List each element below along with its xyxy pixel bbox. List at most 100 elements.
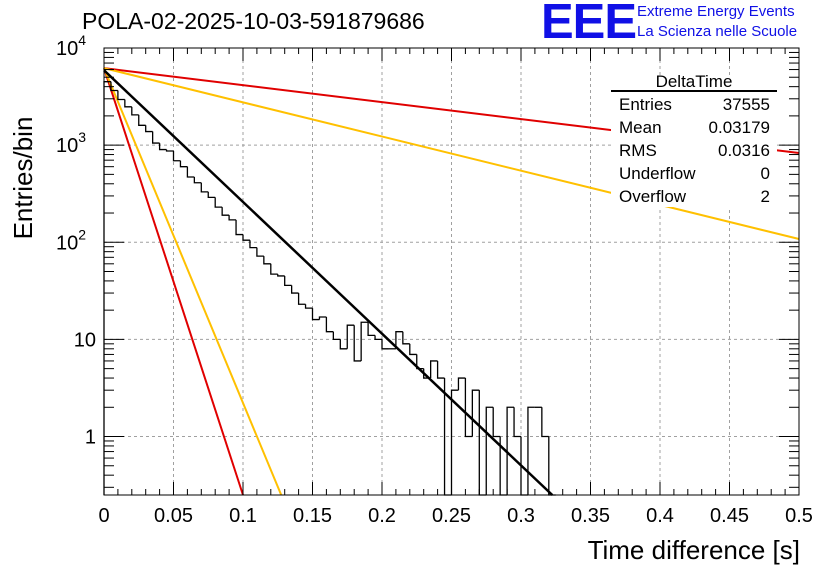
histogram-bin bbox=[485, 406, 494, 495]
x-tick-label: 0.15 bbox=[293, 505, 332, 527]
y-tick-label: 103 bbox=[56, 129, 86, 157]
histogram-bin bbox=[263, 256, 271, 265]
histogram-bin bbox=[256, 247, 264, 257]
stats-label: Mean bbox=[619, 118, 662, 137]
histogram-bin bbox=[186, 166, 195, 178]
x-tick-label: 0.5 bbox=[785, 505, 813, 527]
curve-red-steep bbox=[103, 67, 244, 496]
histogram-bin bbox=[200, 182, 209, 193]
histogram-bin bbox=[464, 378, 473, 438]
stats-value: 37555 bbox=[723, 95, 770, 114]
x-tick-label: 0.45 bbox=[710, 505, 749, 527]
histogram-bin bbox=[221, 207, 230, 216]
eee-logo-line1: Extreme Energy Events bbox=[637, 3, 795, 20]
histogram-bin bbox=[277, 274, 285, 277]
histogram-bin bbox=[152, 131, 160, 144]
stats-label: RMS bbox=[619, 141, 657, 160]
histogram-bin bbox=[103, 81, 111, 495]
y-tick-label: 1 bbox=[85, 427, 96, 449]
x-tick-label: 0.05 bbox=[154, 505, 193, 527]
chart-title: POLA-02-2025-10-03-591879686 bbox=[82, 8, 425, 34]
y-tick-label: 10 bbox=[74, 329, 96, 351]
histogram-bin bbox=[242, 234, 250, 241]
stats-value: 0.03179 bbox=[709, 118, 770, 137]
histogram-bin bbox=[332, 331, 341, 341]
stats-label: Underflow bbox=[619, 164, 696, 183]
fit-line bbox=[103, 69, 554, 496]
y-axis-title: Entries/bin bbox=[8, 117, 38, 240]
curve-yellow-shallow bbox=[103, 67, 800, 240]
x-tick-labels: 0 0.05 0.1 0.15 0.2 0.25 0.3 0.35 0.4 0.45 0.5 bbox=[98, 505, 812, 527]
histogram-bin bbox=[430, 360, 438, 379]
histogram-bin bbox=[548, 436, 556, 496]
histogram-bin bbox=[513, 407, 521, 438]
histogram-bin bbox=[492, 407, 501, 438]
histogram-bin bbox=[409, 343, 417, 356]
x-tick-label: 0.3 bbox=[507, 505, 535, 527]
stats-label: Overflow bbox=[619, 187, 687, 206]
x-tick-label: 0.2 bbox=[368, 505, 396, 527]
x-axis-title: Time difference [s] bbox=[588, 535, 800, 565]
histogram-bin bbox=[131, 106, 139, 116]
fit-line-group bbox=[103, 69, 554, 496]
histogram-bin bbox=[360, 321, 369, 361]
histogram-bin bbox=[402, 331, 410, 345]
y-tick-label: 104 bbox=[56, 32, 86, 60]
histogram-bin bbox=[381, 339, 389, 350]
histogram-bin bbox=[297, 293, 306, 305]
histogram-bin bbox=[311, 308, 320, 321]
histogram-bin bbox=[353, 325, 362, 362]
stats-value: 2 bbox=[761, 187, 770, 206]
histogram-bin bbox=[117, 90, 125, 101]
histogram-bin bbox=[416, 354, 424, 370]
histogram-bin bbox=[304, 304, 313, 309]
histogram-bin bbox=[457, 377, 466, 391]
x-tick-label: 0 bbox=[98, 505, 109, 527]
histogram-bin bbox=[165, 149, 174, 152]
histogram-bin bbox=[270, 263, 278, 275]
histogram-bin bbox=[145, 125, 153, 133]
histogram-bin bbox=[207, 191, 216, 198]
histogram-bin bbox=[235, 219, 243, 236]
histogram-bin bbox=[541, 407, 549, 438]
histogram-bin bbox=[172, 151, 181, 162]
histogram-bin bbox=[228, 215, 237, 221]
histogram-bin bbox=[158, 143, 167, 151]
histogram-bin bbox=[110, 81, 118, 92]
eee-logo-mark: EEE bbox=[541, 0, 637, 49]
eee-logo-line2: La Scienza nelle Scuole bbox=[637, 23, 798, 40]
x-tick-label: 0.1 bbox=[229, 505, 257, 527]
histogram-bin bbox=[291, 285, 299, 294]
x-tick-label: 0.35 bbox=[571, 505, 610, 527]
histogram-bin bbox=[138, 114, 146, 126]
histogram-bin bbox=[249, 240, 257, 249]
axis-ticks bbox=[103, 47, 800, 495]
stats-box: DeltaTime Entries 37555 Mean 0.03179 RMS 0.03… bbox=[611, 72, 777, 207]
histogram-bin bbox=[450, 389, 459, 495]
histogram-bin bbox=[395, 331, 403, 349]
curve-yellow-steep bbox=[103, 67, 283, 496]
histogram-bin bbox=[527, 406, 535, 495]
stats-value: 0 bbox=[761, 164, 770, 183]
histogram-bin bbox=[179, 160, 188, 168]
histogram-bin bbox=[506, 406, 515, 495]
stats-value: 0.0316 bbox=[718, 141, 770, 160]
histogram-bin bbox=[471, 389, 480, 437]
histogram-bin bbox=[374, 335, 382, 341]
histogram-bin bbox=[436, 360, 445, 379]
histogram-bin bbox=[193, 176, 202, 184]
histogram-bin bbox=[367, 322, 376, 337]
histogram-bin bbox=[318, 316, 327, 320]
x-tick-label: 0.4 bbox=[646, 505, 674, 527]
histogram-bin bbox=[124, 99, 132, 108]
stats-label: Entries bbox=[619, 95, 672, 114]
stats-rows: Entries 37555 Mean 0.03179 RMS 0.0316 Underflo… bbox=[619, 95, 770, 206]
y-tick-label: 102 bbox=[56, 226, 86, 254]
x-tick-label: 0.25 bbox=[432, 505, 471, 527]
stats-name: DeltaTime bbox=[656, 72, 733, 91]
histogram-bin bbox=[346, 324, 355, 349]
histogram-bin bbox=[214, 197, 223, 208]
y-tick-labels: 1 10 102 103 104 bbox=[56, 32, 96, 449]
histogram-bin bbox=[478, 390, 487, 496]
